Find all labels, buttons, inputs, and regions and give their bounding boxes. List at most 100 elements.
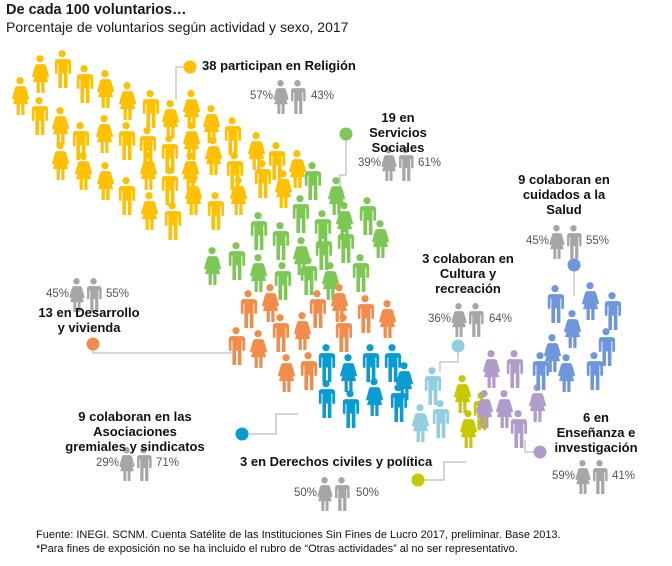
couple-icon <box>575 460 608 494</box>
woman-icon <box>379 300 396 338</box>
dot-asociaciones_gremiales <box>235 427 249 441</box>
pictogram-chart <box>12 50 621 511</box>
dot-desarrollo_vivienda <box>86 337 100 351</box>
label-religion: 38 participan en Religión <box>202 58 356 73</box>
label-cultura: 3 colaboran en Cultura y recreación <box>416 251 520 296</box>
female-pct-ensenanza: 59% <box>552 470 576 482</box>
woman-icon <box>460 410 477 448</box>
male-pct-gremiales: 71% <box>156 457 180 469</box>
footer: Fuente: INEGI. SCNM. Cuenta Satélite de … <box>36 528 561 556</box>
label-line: 19 en Servicios <box>369 110 427 140</box>
man-icon <box>424 367 441 405</box>
woman-icon <box>275 170 292 208</box>
couple-icon <box>549 225 582 259</box>
woman-icon <box>140 152 157 190</box>
man-icon <box>309 290 326 328</box>
female-pct-derechos: 50% <box>294 487 318 499</box>
male-pct-cultura: 64% <box>489 313 513 325</box>
dot-derechos_civiles <box>411 473 425 487</box>
label-line: investigación <box>554 440 638 455</box>
woman-icon <box>412 404 429 442</box>
woman-icon <box>582 282 599 320</box>
dot-servicios_sociales <box>339 127 353 141</box>
woman-icon <box>483 350 500 388</box>
dot-religion <box>183 60 197 74</box>
label-line: gremiales y sindicatos <box>65 439 205 454</box>
people-figures <box>12 50 621 448</box>
label-line: Cultura y <box>439 266 497 281</box>
man-icon <box>318 380 335 418</box>
man-icon <box>604 292 621 330</box>
man-icon <box>291 80 306 114</box>
man-icon <box>254 160 271 198</box>
woman-icon <box>575 460 591 494</box>
man-icon <box>272 314 289 352</box>
female-pct-salud: 45% <box>526 235 550 247</box>
label-gremiales: 9 colaboran en las Asociaciones gremiale… <box>40 409 230 454</box>
woman-icon <box>162 100 179 138</box>
man-icon <box>250 212 267 250</box>
label-line: Sociales <box>371 140 425 155</box>
leader-line-asociaciones_gremiales <box>242 413 298 435</box>
man-icon <box>390 384 407 422</box>
couple-icon <box>273 80 306 114</box>
woman-icon <box>328 177 345 215</box>
man-icon <box>506 350 523 388</box>
label-derechos: 3 en Derechos civiles y política <box>240 454 433 469</box>
woman-icon <box>558 354 575 392</box>
woman-icon <box>96 115 113 153</box>
man-icon <box>142 90 159 128</box>
dot-ensenanza <box>533 445 547 459</box>
label-line: 6 en <box>582 410 609 425</box>
label-salud: 9 colaboran en cuidados a la Salud <box>512 172 616 217</box>
label-line: y vivienda <box>57 320 121 335</box>
label-line: recreación <box>435 281 501 296</box>
woman-icon <box>12 77 29 115</box>
label-line: 13 en Desarrollo <box>38 305 140 320</box>
chart-subtitle: Porcentaje de voluntarios según activida… <box>6 19 349 35</box>
man-icon <box>161 167 178 205</box>
label-desarrollo: 13 en Desarrollo y vivienda <box>30 305 148 335</box>
man-icon <box>304 162 321 200</box>
man-icon <box>359 197 376 235</box>
female-pct-religion: 57% <box>250 90 274 102</box>
man-icon <box>240 290 257 328</box>
man-icon <box>228 242 245 280</box>
man-icon <box>118 122 135 160</box>
woman-icon <box>205 137 222 175</box>
label-line: 9 colaboran en las Asociaciones <box>78 409 192 439</box>
man-icon <box>352 254 369 292</box>
female-pct-gremiales: 29% <box>96 457 120 469</box>
woman-icon <box>317 477 333 511</box>
woman-icon <box>141 192 158 230</box>
woman-icon <box>278 354 295 392</box>
couple-icon <box>451 303 484 337</box>
woman-icon <box>52 107 69 145</box>
man-icon <box>342 390 359 428</box>
label-line: 9 colaboran en <box>518 172 610 187</box>
man-icon <box>118 177 135 215</box>
label-ensenanza: 6 en Enseñanza e investigación <box>548 410 644 455</box>
man-icon <box>207 192 224 230</box>
woman-icon <box>97 70 114 108</box>
male-pct-desarrollo: 55% <box>106 288 130 300</box>
man-icon <box>567 225 582 259</box>
woman-icon <box>250 254 267 292</box>
label-line: Enseñanza e <box>556 425 636 440</box>
leader-line-cultura_recreacion <box>439 346 459 372</box>
woman-icon <box>250 330 267 368</box>
woman-icon <box>289 150 306 188</box>
leader-line-servicios_sociales <box>339 134 347 190</box>
woman-icon <box>273 80 289 114</box>
man-icon <box>337 225 354 263</box>
man-icon <box>593 460 608 494</box>
woman-icon <box>182 152 199 190</box>
woman-icon <box>32 55 49 93</box>
man-icon <box>469 303 484 337</box>
woman-icon <box>204 247 221 285</box>
woman-icon <box>97 162 114 200</box>
man-icon <box>547 285 564 323</box>
woman-icon <box>340 354 357 392</box>
couple-icon <box>317 477 350 511</box>
woman-icon <box>294 312 311 350</box>
